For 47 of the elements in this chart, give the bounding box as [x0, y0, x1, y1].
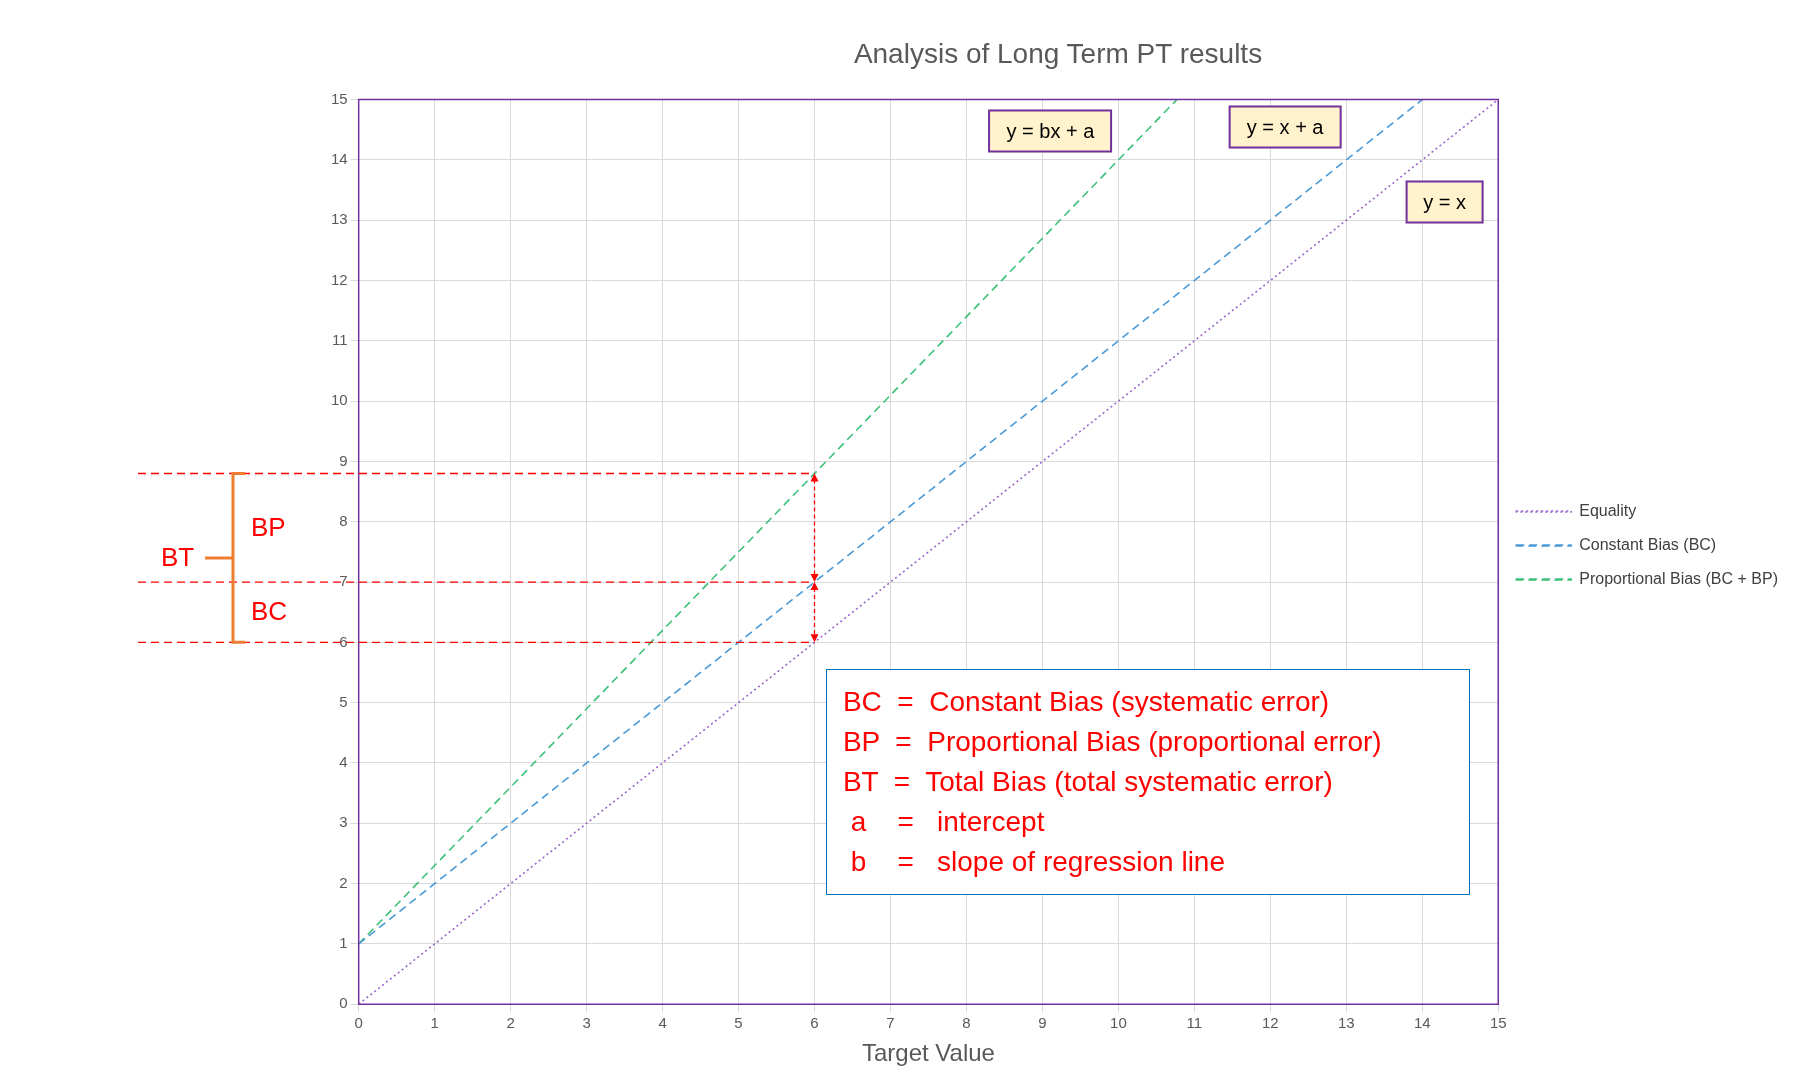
y-tick-label: 11: [332, 330, 348, 348]
text: BT: [161, 541, 195, 573]
x-tick-label: 15: [1489, 1014, 1507, 1032]
y-tick-label: 3: [339, 813, 348, 831]
y-tick-label: 0: [339, 994, 348, 1012]
x-tick-label: 1: [430, 1014, 439, 1032]
y-tick-label: 9: [339, 451, 348, 469]
x-tick-label: 6: [810, 1014, 819, 1032]
x-tick-label: 3: [582, 1014, 591, 1032]
annotation: BC = Constant Bias (systematic error): [842, 685, 1331, 720]
text: BC: [251, 596, 288, 628]
annotation: a = intercept: [849, 805, 1046, 840]
x-tick-label: 10: [1110, 1014, 1127, 1032]
y-tick-label: 7: [339, 572, 348, 590]
x-tick-label: 5: [734, 1014, 743, 1032]
y-tick-label: 15: [331, 89, 348, 107]
x-tick-label: 9: [1038, 1014, 1047, 1032]
y-tick-label: 1: [339, 934, 348, 952]
y-tick-label: 2: [339, 873, 348, 891]
text: BP: [251, 511, 286, 543]
x-tick-label: 14: [1413, 1014, 1431, 1032]
y-tick-label: 10: [331, 391, 348, 409]
y-tick-label: 5: [339, 692, 348, 710]
annotation: BP = Proportional Bias (proportional error): [842, 725, 1383, 760]
x-tick-label: 12: [1261, 1014, 1279, 1032]
label-box: y = x + a: [1228, 105, 1342, 149]
legend-label: Proportional Bias (BC + BP): [1579, 569, 1778, 587]
x-axis-title: Target Value: [861, 1039, 995, 1067]
chart-title: Analysis of Long Term PT results: [853, 37, 1263, 69]
y-tick-label: 12: [331, 270, 348, 288]
annotation: BT = Total Bias (total systematic error): [842, 765, 1334, 800]
x-tick-label: 13: [1337, 1014, 1355, 1032]
x-tick-label: 0: [354, 1014, 363, 1032]
y-tick-label: 4: [339, 753, 348, 771]
x-tick-label: 2: [506, 1014, 515, 1032]
label-box: y = bx + a: [988, 109, 1113, 153]
x-tick-label: 8: [962, 1014, 971, 1032]
legend-label: Constant Bias (BC): [1579, 535, 1717, 553]
x-tick-label: 4: [658, 1014, 667, 1032]
y-tick-label: 8: [339, 511, 348, 529]
legend-label: Equality: [1579, 501, 1637, 519]
x-tick-label: 7: [886, 1014, 895, 1032]
label-box: y = x: [1405, 180, 1485, 224]
annotation: b = slope of regression line: [849, 845, 1226, 880]
y-tick-label: 13: [331, 210, 348, 228]
x-tick-label: 11: [1186, 1014, 1203, 1032]
y-tick-label: 14: [331, 150, 348, 168]
